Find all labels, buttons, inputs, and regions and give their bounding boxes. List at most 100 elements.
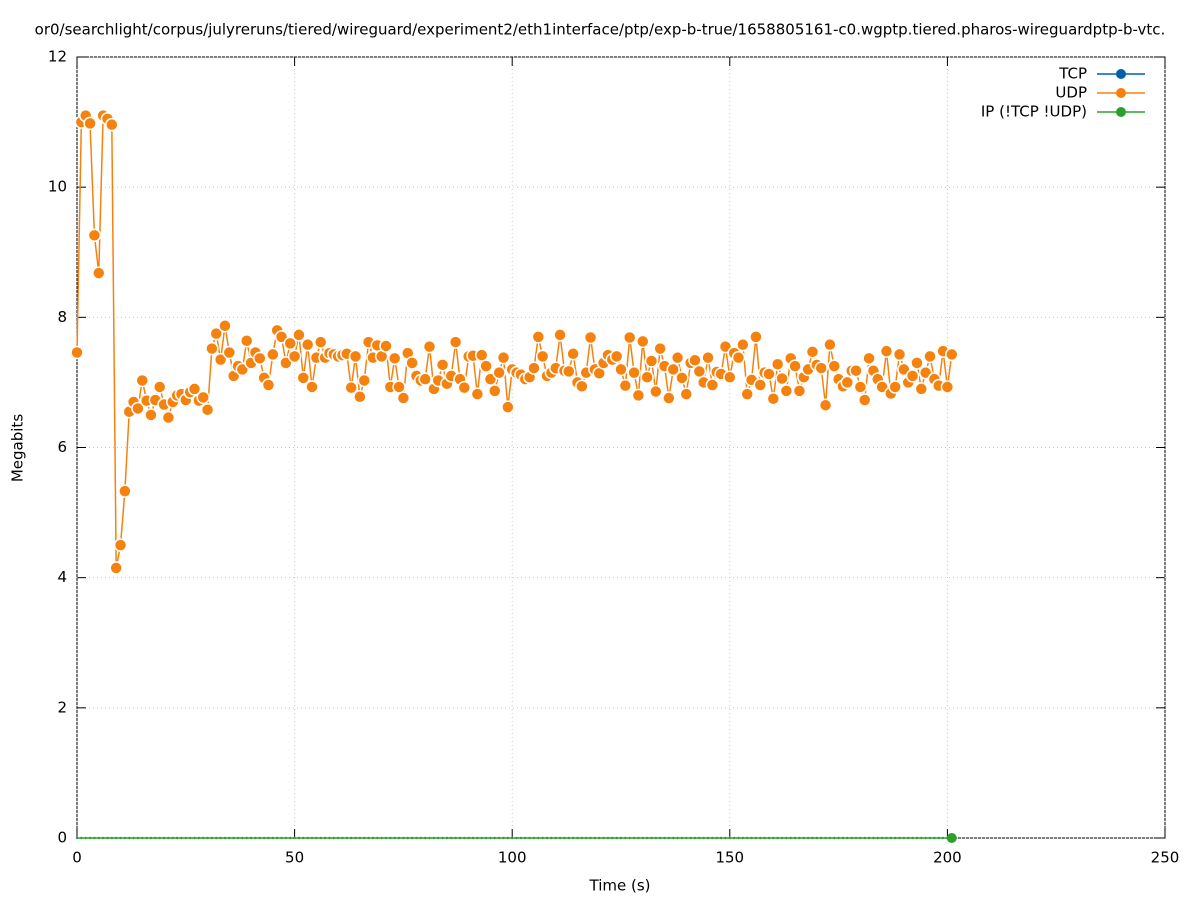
data-point	[602, 836, 605, 840]
data-point	[776, 836, 779, 840]
data-point	[728, 836, 731, 840]
data-point	[435, 358, 450, 372]
data-point	[84, 836, 87, 840]
data-point	[837, 836, 840, 840]
data-point	[537, 836, 540, 840]
data-point	[946, 833, 957, 843]
data-point	[501, 400, 515, 414]
data-point	[376, 836, 379, 840]
data-point	[387, 351, 402, 366]
data-point	[658, 836, 662, 840]
data-point	[88, 836, 92, 840]
data-point	[736, 337, 750, 352]
data-point	[114, 836, 118, 840]
data-point	[849, 363, 863, 378]
data-point	[266, 347, 280, 362]
data-point	[818, 398, 833, 412]
data-point	[775, 371, 789, 386]
data-point	[323, 836, 327, 840]
data-point	[853, 380, 868, 394]
data-point	[261, 378, 276, 392]
data-point	[532, 836, 536, 840]
data-point	[833, 836, 836, 840]
data-point	[315, 836, 318, 840]
data-point	[879, 344, 894, 358]
data-point	[562, 364, 576, 379]
data-point	[502, 836, 505, 840]
data-point	[666, 362, 680, 377]
data-point	[724, 836, 727, 840]
data-point	[802, 836, 805, 840]
data-point	[640, 370, 654, 384]
data-point	[632, 836, 636, 840]
data-point	[131, 401, 145, 416]
data-point	[284, 836, 288, 840]
data-point	[854, 836, 858, 840]
data-point	[448, 335, 463, 349]
data-point	[940, 380, 955, 394]
data-point	[384, 836, 388, 840]
data-point	[705, 378, 720, 392]
data-point	[254, 836, 257, 840]
data-point	[519, 836, 523, 840]
data-point	[222, 345, 237, 360]
data-point	[892, 347, 907, 362]
data-point	[167, 836, 170, 840]
data-point	[631, 388, 646, 403]
data-point	[566, 347, 580, 361]
data-point	[645, 836, 649, 840]
data-point	[457, 380, 472, 395]
y-tick-label: 2	[57, 698, 67, 716]
data-point	[306, 836, 309, 840]
data-point	[258, 836, 261, 840]
data-point	[109, 561, 123, 575]
data-point	[123, 836, 127, 840]
data-point	[888, 380, 902, 394]
data-point	[911, 836, 914, 840]
data-point	[528, 836, 531, 840]
data-point	[893, 836, 897, 840]
y-tick-label: 6	[57, 438, 67, 456]
data-point	[905, 369, 920, 383]
data-point	[563, 836, 566, 840]
data-point	[789, 836, 792, 840]
data-point	[902, 836, 906, 840]
data-point	[553, 328, 567, 342]
data-point	[914, 382, 929, 396]
data-point	[750, 836, 753, 840]
data-point	[467, 836, 470, 840]
data-point	[759, 836, 762, 840]
data-point	[606, 836, 610, 840]
data-point	[262, 836, 266, 840]
legend-swatch-dot	[1116, 88, 1126, 98]
data-point	[924, 836, 927, 840]
data-point	[737, 836, 740, 840]
data-point	[210, 836, 214, 840]
y-tick-label: 12	[48, 48, 67, 66]
data-point	[676, 836, 679, 840]
data-point	[741, 836, 745, 840]
data-point	[200, 403, 215, 417]
data-point	[93, 836, 96, 840]
data-point	[152, 380, 167, 394]
x-tick-label: 200	[933, 849, 962, 867]
data-point	[92, 266, 106, 280]
data-point	[113, 538, 128, 552]
legend-swatch-dot	[1116, 69, 1126, 79]
data-point	[823, 337, 837, 352]
data-point	[627, 365, 641, 380]
data-point	[253, 351, 267, 366]
data-point	[680, 836, 684, 840]
data-point	[811, 836, 814, 840]
data-point	[740, 387, 754, 401]
data-point	[535, 349, 550, 364]
data-point	[479, 359, 493, 373]
data-point	[622, 330, 637, 345]
data-point	[105, 117, 119, 132]
data-point	[662, 391, 676, 405]
data-point	[228, 836, 231, 840]
data-point	[476, 836, 479, 840]
data-point	[754, 836, 758, 840]
data-point	[379, 339, 393, 353]
